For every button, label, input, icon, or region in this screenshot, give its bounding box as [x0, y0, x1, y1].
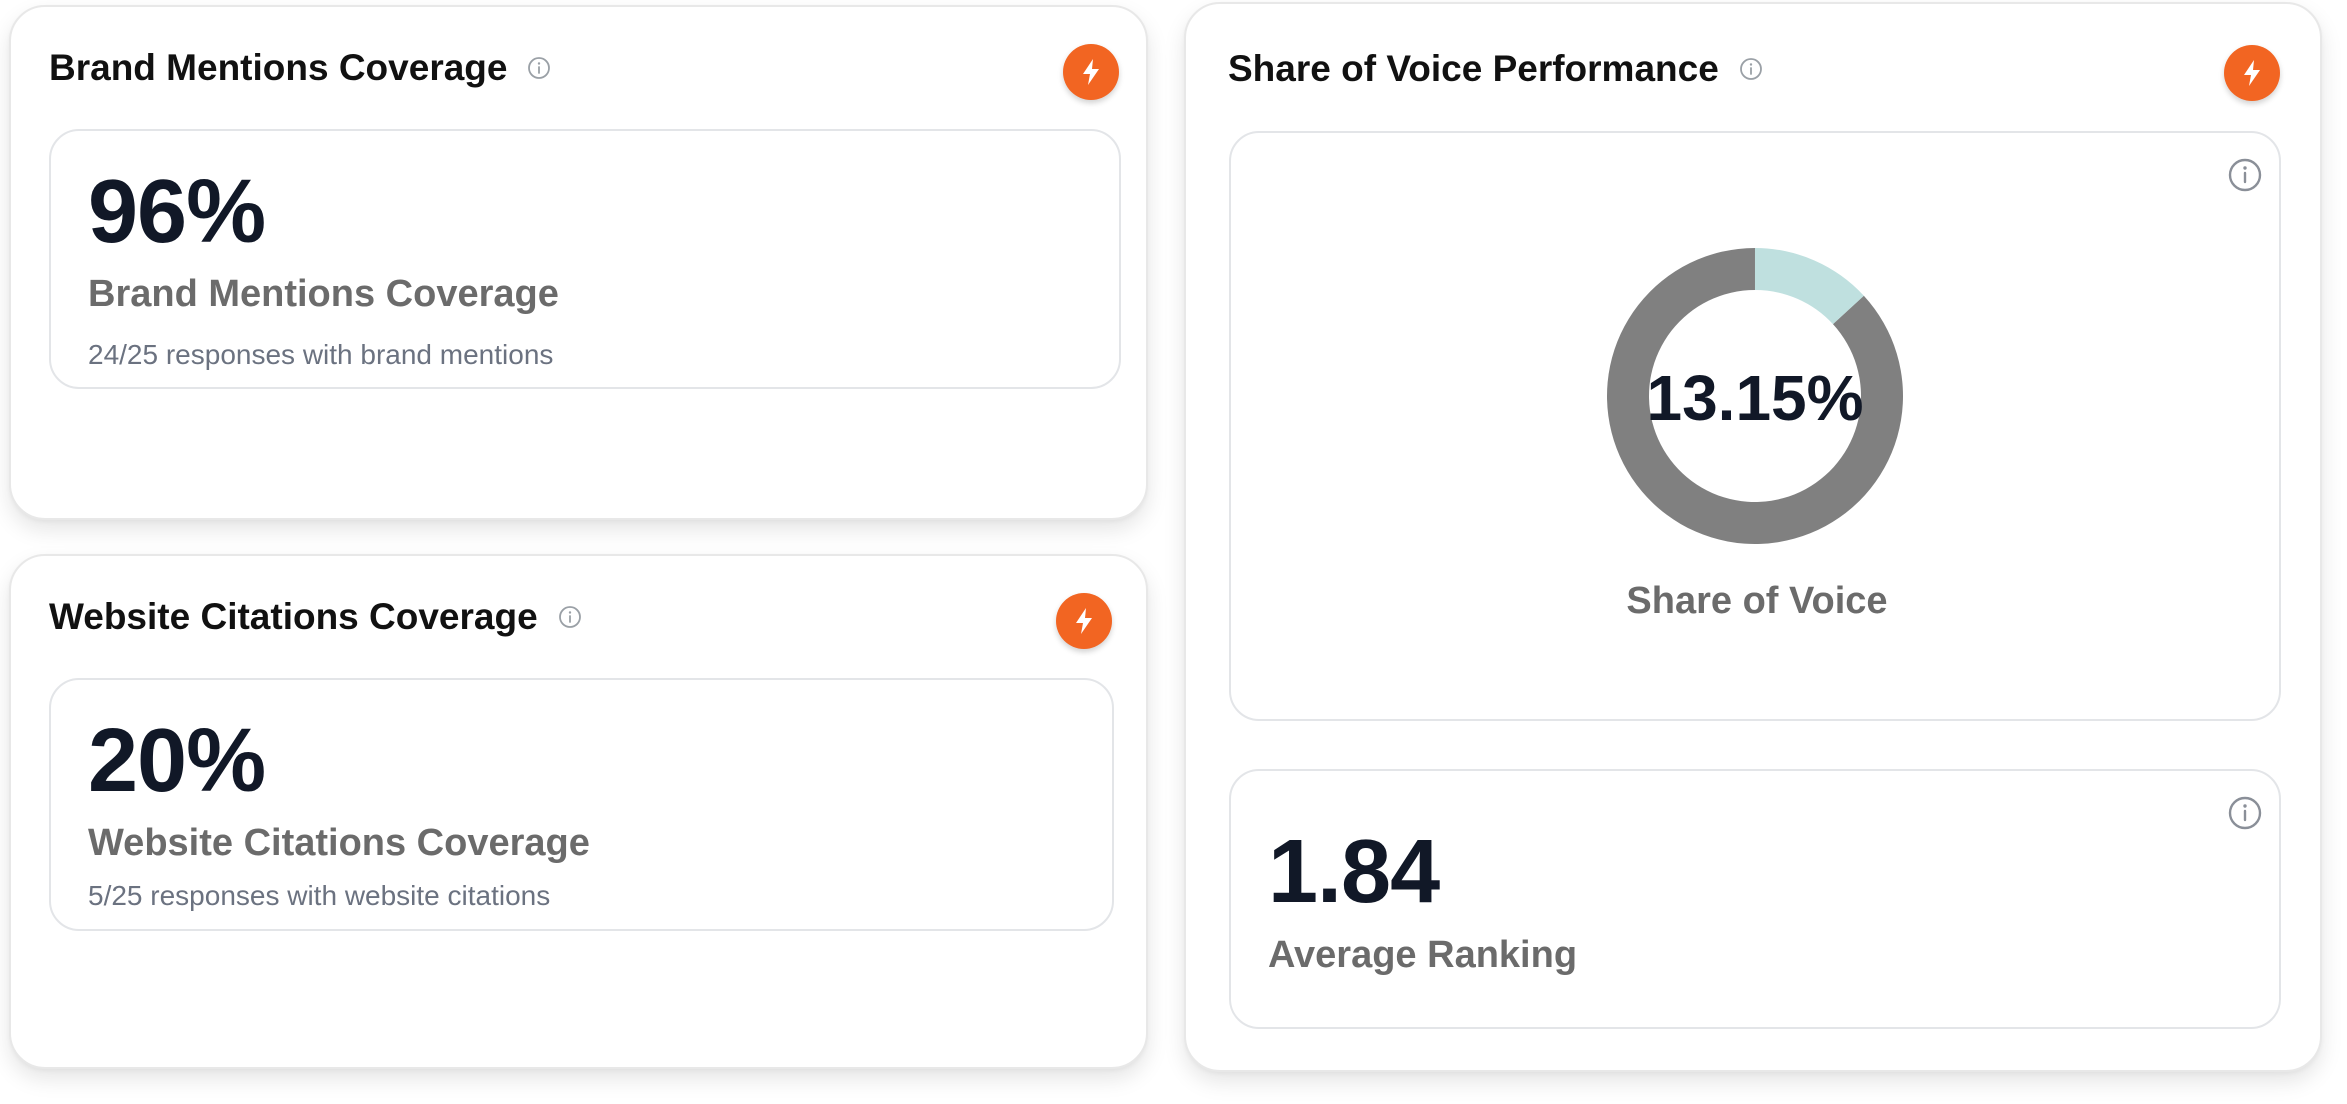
share-of-voice-card: Share of Voice Performance 13.15% Share … — [1184, 2, 2322, 1072]
info-circle-icon[interactable] — [2227, 157, 2263, 193]
average-ranking-label: Average Ranking — [1268, 934, 1578, 976]
lightning-bolt-icon[interactable] — [2224, 45, 2280, 101]
share-of-voice-label: Share of Voice — [1626, 580, 1888, 622]
share-of-voice-value: 13.15% — [1646, 362, 1864, 434]
lightning-bolt-icon[interactable] — [1063, 44, 1119, 100]
info-circle-icon[interactable] — [527, 56, 551, 80]
website-citations-label: Website Citations Coverage — [88, 822, 590, 864]
brand-mentions-card: Brand Mentions Coverage 96% Brand Mentio… — [9, 5, 1148, 520]
brand-mentions-metric-box: 96% Brand Mentions Coverage 24/25 respon… — [49, 129, 1121, 389]
brand-mentions-value: 96% — [88, 162, 266, 262]
info-circle-icon[interactable] — [1739, 57, 1763, 81]
brand-mentions-title: Brand Mentions Coverage — [49, 47, 508, 88]
brand-mentions-label: Brand Mentions Coverage — [88, 273, 559, 315]
donut-filled-slice — [1755, 248, 1864, 325]
website-citations-value: 20% — [88, 711, 266, 811]
share-of-voice-title: Share of Voice Performance — [1228, 48, 1719, 89]
website-citations-title: Website Citations Coverage — [49, 596, 538, 637]
average-ranking-value: 1.84 — [1268, 822, 1440, 922]
website-citations-card: Website Citations Coverage 20% Website C… — [9, 554, 1148, 1069]
brand-mentions-title-row: Brand Mentions Coverage — [49, 47, 551, 89]
info-circle-icon[interactable] — [2227, 795, 2263, 831]
website-citations-title-row: Website Citations Coverage — [49, 596, 582, 638]
website-citations-metric-box: 20% Website Citations Coverage 5/25 resp… — [49, 678, 1114, 931]
share-of-voice-title-row: Share of Voice Performance — [1228, 48, 1763, 90]
info-circle-icon[interactable] — [558, 605, 582, 629]
average-ranking-box: 1.84 Average Ranking — [1229, 769, 2281, 1029]
share-of-voice-donut-chart — [1607, 248, 1903, 544]
brand-mentions-subtext: 24/25 responses with brand mentions — [88, 339, 554, 370]
website-citations-subtext: 5/25 responses with website citations — [88, 880, 551, 911]
lightning-bolt-icon[interactable] — [1056, 593, 1112, 649]
share-of-voice-donut-box: 13.15% Share of Voice — [1229, 131, 2281, 721]
